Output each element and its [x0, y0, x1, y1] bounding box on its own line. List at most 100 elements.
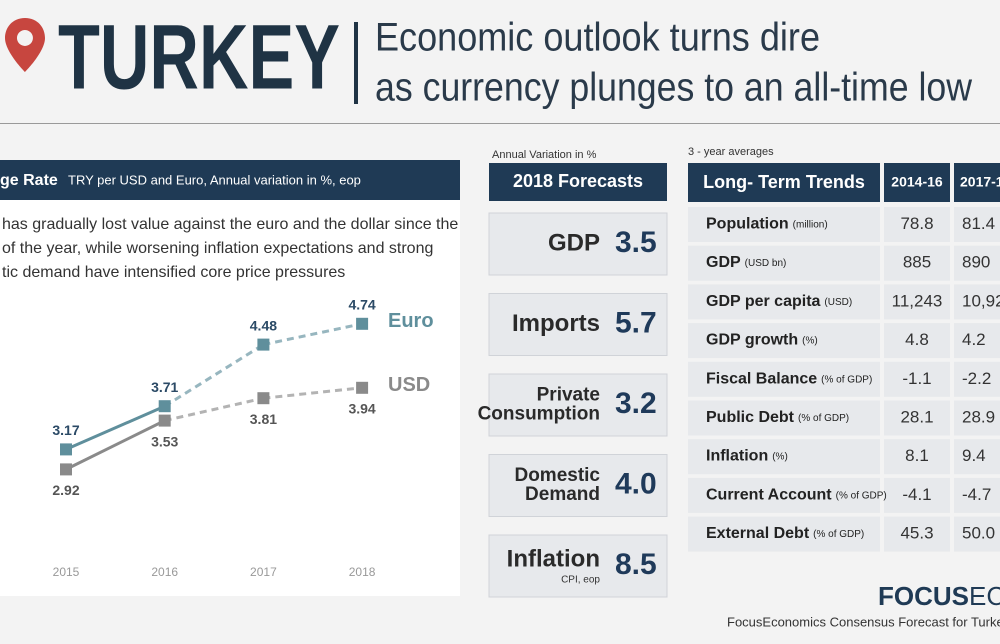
description: tic demand have intensified core price p… — [2, 264, 345, 281]
forecast-label: Imports — [512, 310, 600, 337]
row-bg — [688, 284, 880, 320]
chart-header — [0, 160, 460, 200]
row-bg — [884, 516, 950, 552]
forecast-note: CPI, eop — [561, 575, 600, 586]
forecast-label: Consumption — [478, 404, 600, 425]
line-segment — [65, 404, 166, 451]
row-bg — [688, 439, 880, 475]
trends-header — [954, 163, 1000, 202]
row-unit: (% of GDP) — [821, 374, 872, 385]
row-label: GDP growth (%) — [706, 332, 818, 349]
cell: 4.8 — [905, 330, 929, 349]
line-segment — [263, 386, 363, 400]
row-bg — [884, 400, 950, 436]
row-bg — [884, 245, 950, 281]
brand: FOCUSECO — [878, 581, 1000, 611]
forecast-label: Private — [537, 385, 600, 406]
row-name: GDP growth — [706, 332, 798, 349]
legend-label: Euro — [388, 310, 434, 332]
forecast-value: 3.2 — [615, 387, 657, 420]
forecast-label: Inflation — [507, 545, 600, 572]
description: of the year, while worsening inflation e… — [2, 240, 433, 257]
row-name: External Debt — [706, 525, 810, 542]
row-bg — [954, 439, 1000, 475]
row-bg — [884, 439, 950, 475]
row-bg — [688, 245, 880, 281]
row-unit: (million) — [793, 219, 828, 230]
forecast-card — [488, 534, 668, 598]
chart-subtitle: TRY per USD and Euro, Annual variation i… — [68, 172, 361, 187]
x-tick-label: 2018 — [349, 565, 376, 579]
cell: -2.2 — [962, 369, 991, 388]
cell: 78.8 — [900, 214, 933, 233]
marker — [257, 338, 270, 351]
caption: FocusEconomics Consensus Forecast for Tu… — [727, 614, 1000, 629]
forecast-card — [488, 212, 668, 276]
forecast-label: Demand — [525, 484, 600, 505]
column-header: 2014-16 — [891, 174, 943, 190]
description: has gradually lost value against the eur… — [2, 216, 458, 233]
cell: 81.4 — [962, 214, 995, 233]
legend-label: USD — [388, 374, 430, 396]
row-unit: (%) — [802, 335, 818, 346]
cell: 50.0 — [962, 524, 995, 543]
row-bg — [688, 400, 880, 436]
cell: -4.7 — [962, 485, 991, 504]
marker — [158, 400, 171, 413]
value-label: 3.94 — [348, 401, 375, 417]
value-label: 4.74 — [348, 297, 375, 313]
brand-rest: ECO — [969, 581, 1000, 611]
row-unit: (% of GDP) — [836, 490, 887, 501]
cell: 45.3 — [900, 524, 933, 543]
row-label: Public Debt (% of GDP) — [706, 409, 849, 426]
main-title: TURKEY — [58, 6, 340, 108]
row-name: Current Account — [706, 487, 832, 504]
row-unit: (USD bn) — [745, 258, 787, 269]
forecast-value: 8.5 — [615, 548, 657, 581]
row-label: GDP (USD bn) — [706, 254, 786, 271]
row-bg — [954, 207, 1000, 242]
divider — [354, 22, 358, 104]
row-name: Population — [706, 216, 789, 233]
row-label: Population (million) — [706, 216, 828, 233]
marker — [158, 414, 171, 427]
row-bg — [954, 245, 1000, 281]
row-bg — [954, 400, 1000, 436]
forecast-value: 3.5 — [615, 226, 657, 259]
line-segment — [263, 322, 363, 347]
subtitle: as currency plunges to an all-time low — [375, 66, 972, 110]
row-bg — [884, 361, 950, 397]
trends-header — [884, 163, 950, 202]
subtitle: Economic outlook turns dire — [375, 16, 820, 60]
cell: 890 — [962, 253, 990, 272]
line-segment — [163, 343, 265, 408]
forecast-card — [488, 454, 668, 517]
row-label: Current Account (% of GDP) — [706, 487, 887, 504]
row-bg — [954, 284, 1000, 320]
row-name: GDP — [706, 254, 741, 271]
forecast-header — [489, 163, 667, 201]
line-segment — [65, 419, 166, 471]
row-label: Inflation (%) — [706, 448, 788, 465]
chart-title: ge Rate — [0, 172, 58, 189]
cell: 4.2 — [962, 330, 986, 349]
row-bg — [884, 284, 950, 320]
forecast-title: 2018 Forecasts — [513, 171, 643, 191]
row-bg — [884, 477, 950, 513]
row-label: Fiscal Balance (% of GDP) — [706, 371, 872, 388]
row-unit: (% of GDP) — [798, 413, 849, 424]
forecast-card — [488, 293, 668, 356]
cell: 11,243 — [892, 291, 943, 310]
row-bg — [954, 361, 1000, 397]
cell: 28.9 — [962, 407, 995, 426]
forecast-value: 4.0 — [615, 467, 657, 500]
row-bg — [688, 516, 880, 552]
row-bg — [884, 207, 950, 242]
row-bg — [688, 207, 880, 242]
row-label: External Debt (% of GDP) — [706, 525, 864, 542]
forecast-heading: Annual Variation in % — [492, 149, 597, 161]
pin-icon — [5, 18, 45, 72]
row-name: Fiscal Balance — [706, 371, 817, 388]
row-name: GDP per capita — [706, 293, 821, 310]
